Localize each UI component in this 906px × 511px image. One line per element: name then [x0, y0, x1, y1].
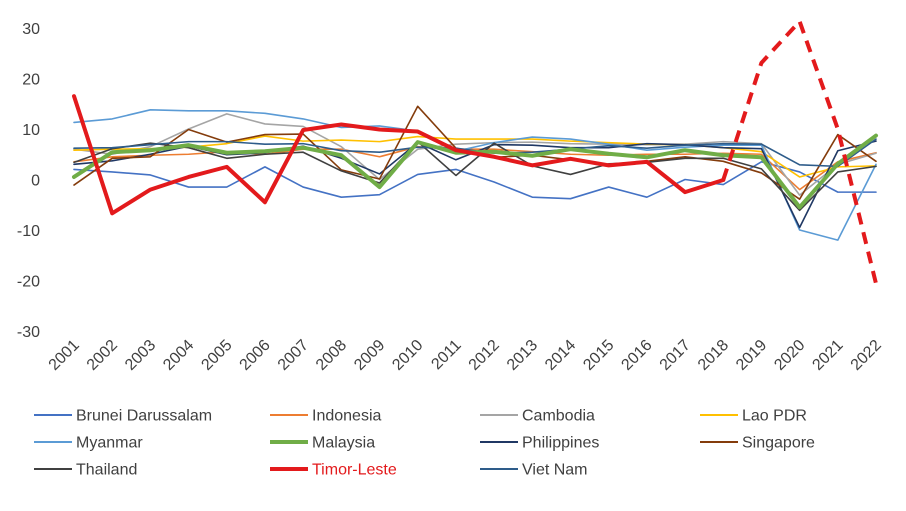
legend-label: Philippines [522, 435, 599, 452]
x-tick-label: 2008 [313, 337, 350, 374]
legend-label: Lao PDR [742, 408, 807, 425]
x-tick-label: 2018 [695, 337, 732, 374]
legend-label: Myanmar [76, 435, 143, 452]
x-tick-label: 2015 [580, 337, 617, 374]
legend: Brunei Darussalam Indonesia Cambodia Lao PD… [34, 408, 815, 479]
y-tick-label: 30 [22, 21, 40, 38]
legend-item-thailand: Thailand [34, 462, 137, 479]
x-tick-label: 2016 [618, 337, 655, 374]
legend-item-indonesia: Indonesia [270, 408, 381, 425]
x-tick-label: 2014 [542, 337, 579, 374]
legend-label: Brunei Darussalam [76, 408, 212, 425]
x-tick-label: 2003 [122, 337, 159, 374]
x-tick-label: 2011 [428, 337, 464, 373]
x-tick-label: 2021 [809, 337, 846, 374]
x-tick-label: 2001 [46, 337, 83, 374]
y-tick-label: 10 [22, 122, 40, 139]
x-tick-label: 2007 [275, 337, 312, 374]
y-tick-label: 0 [31, 173, 40, 190]
series-line-timor-leste-projection [721, 19, 878, 285]
x-tick-label: 2002 [84, 337, 121, 374]
y-tick-label: 20 [22, 72, 40, 89]
y-tick-label: -20 [17, 274, 40, 291]
legend-label: Malaysia [312, 435, 375, 452]
x-tick-label: 2010 [389, 337, 426, 374]
legend-item-brunei-darussalam: Brunei Darussalam [34, 408, 212, 425]
series-line-timor-leste [72, 94, 726, 216]
series-line-cambodia [73, 113, 877, 196]
legend-item-myanmar: Myanmar [34, 435, 143, 452]
x-tick-label: 2013 [504, 337, 541, 374]
legend-item-timor-leste: Timor-Leste [270, 462, 397, 479]
x-tick-label: 2019 [733, 337, 770, 374]
legend-item-singapore: Singapore [700, 435, 815, 452]
series-layer [72, 19, 878, 285]
series-line-myanmar [73, 109, 877, 241]
legend-label: Thailand [76, 462, 137, 479]
legend-item-viet-nam: Viet Nam [480, 462, 588, 479]
series-line-thailand [73, 140, 877, 212]
y-tick-label: -10 [17, 223, 40, 240]
x-tick-label: 2009 [351, 337, 388, 374]
x-tick-label: 2006 [237, 337, 274, 374]
x-tick-label: 2017 [657, 337, 694, 374]
legend-item-malaysia: Malaysia [270, 435, 375, 452]
legend-item-cambodia: Cambodia [480, 408, 595, 425]
legend-item-philippines: Philippines [480, 435, 599, 452]
x-tick-label: 2022 [848, 337, 885, 374]
x-tick-label: 2004 [160, 337, 197, 374]
legend-item-lao-pdr: Lao PDR [700, 408, 807, 425]
x-tick-label: 2005 [198, 337, 235, 374]
legend-label: Indonesia [312, 408, 381, 425]
legend-label: Timor-Leste [312, 462, 397, 479]
legend-label: Singapore [742, 435, 815, 452]
series-line-brunei-darussalam [73, 161, 877, 200]
legend-label: Cambodia [522, 408, 595, 425]
x-tick-label: 2012 [466, 337, 503, 374]
x-tick-label: 2020 [771, 337, 808, 374]
series-line-lao-pdr [73, 135, 877, 178]
legend-label: Viet Nam [522, 462, 588, 479]
y-tick-label: -30 [17, 324, 40, 341]
